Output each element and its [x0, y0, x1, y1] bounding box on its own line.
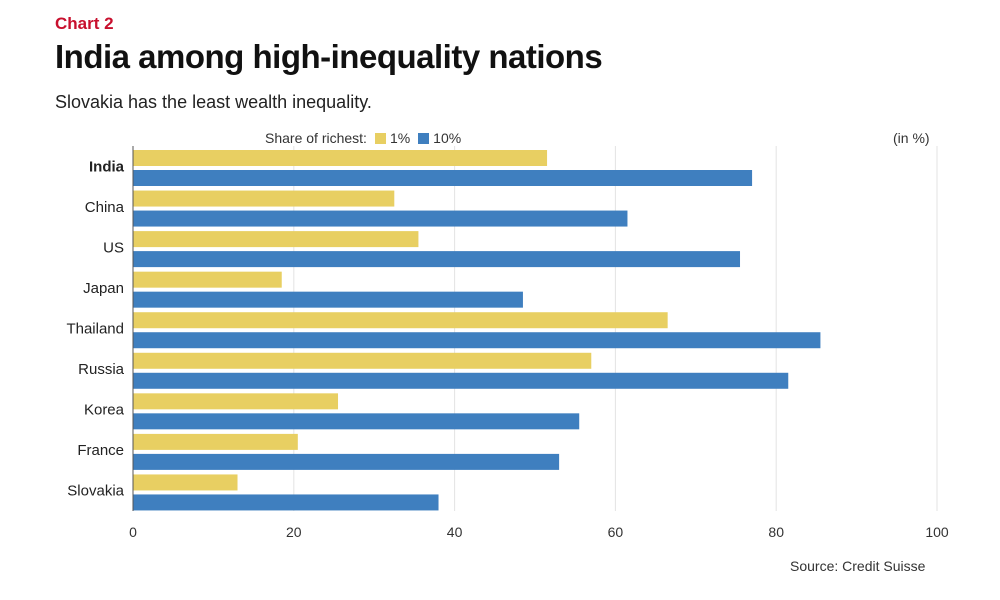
bar-us-10pct: [133, 251, 741, 268]
chart-subtitle: Slovakia has the least wealth inequality…: [55, 92, 372, 112]
category-label: France: [77, 442, 124, 459]
chart-kicker: Chart 2: [55, 14, 114, 33]
bar-india-10pct: [133, 170, 753, 186]
bar-slovakia-10pct: [133, 494, 439, 511]
category-label: US: [103, 239, 124, 256]
chart-title: India among high-inequality nations: [55, 38, 603, 75]
category-label: Japan: [83, 280, 124, 297]
bar-japan-1pct: [133, 271, 282, 288]
x-tick-label: 100: [925, 524, 949, 540]
category-label: Russia: [78, 361, 125, 378]
bar-thailand-10pct: [133, 332, 821, 349]
x-tick-label: 20: [286, 524, 302, 540]
bar-japan-10pct: [133, 291, 523, 308]
bar-thailand-1pct: [133, 312, 668, 329]
legend-prefix: Share of richest:: [265, 130, 367, 146]
legend-swatch-1pct: [374, 132, 386, 144]
bar-korea-1pct: [133, 393, 339, 410]
bar-china-10pct: [133, 210, 628, 227]
x-tick-label: 40: [447, 524, 463, 540]
category-label: China: [85, 199, 125, 216]
x-tick-label: 0: [129, 524, 137, 540]
legend-label-1pct: 1%: [389, 130, 411, 146]
legend-label-10pct: 10%: [433, 130, 462, 146]
x-tick-label: 80: [768, 524, 784, 540]
bar-china-1pct: [133, 190, 395, 207]
bar-india-1pct: [133, 150, 548, 166]
source-note: Source: Credit Suisse: [790, 558, 926, 574]
bar-russia-1pct: [133, 352, 592, 369]
bar-france-1pct: [133, 433, 298, 450]
legend: Share of richest: 1% 10%: [265, 130, 461, 146]
category-label: Korea: [84, 402, 125, 419]
legend-swatch-10pct: [418, 132, 430, 144]
bar-korea-10pct: [133, 413, 580, 430]
bar-france-10pct: [133, 453, 560, 470]
bar-us-1pct: [133, 231, 419, 248]
category-label: Slovakia: [67, 483, 124, 500]
category-label: Thailand: [66, 321, 124, 338]
bar-slovakia-1pct: [133, 474, 238, 491]
x-tick-label: 60: [608, 524, 624, 540]
category-label: India: [89, 158, 125, 175]
unit-label: (in %): [893, 130, 930, 146]
bar-russia-10pct: [133, 372, 789, 389]
